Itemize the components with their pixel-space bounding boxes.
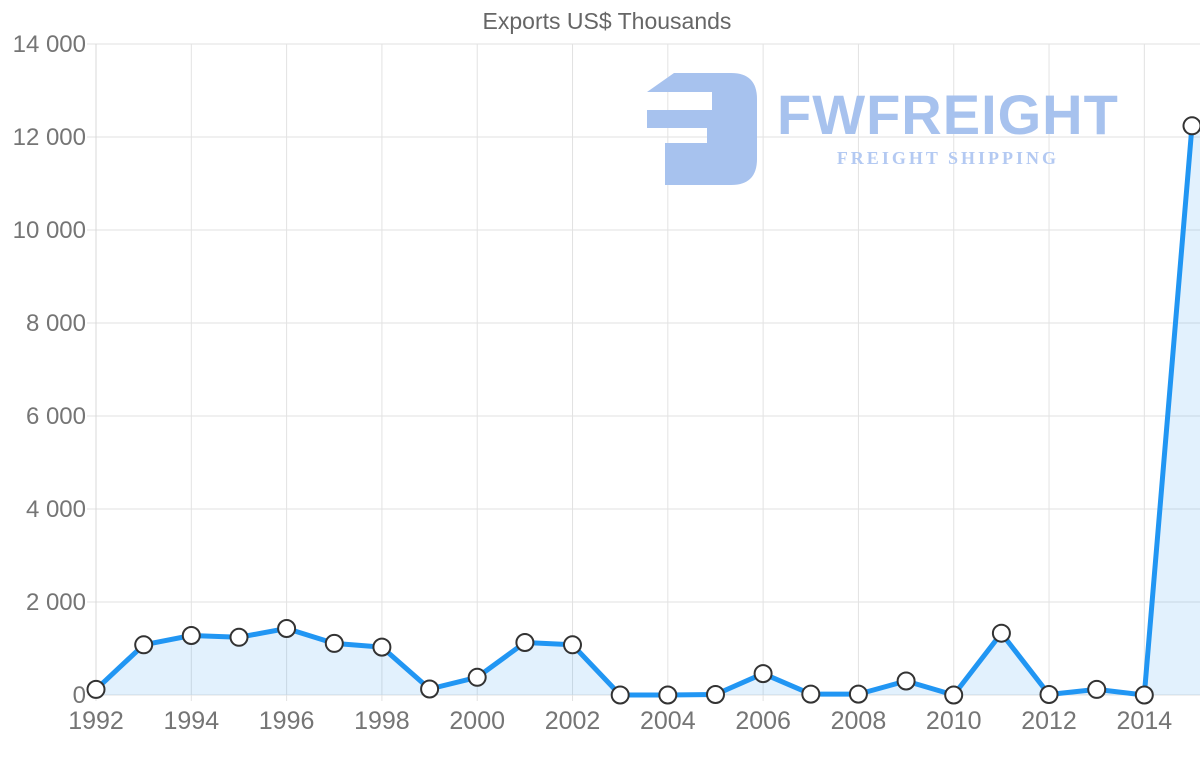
data-point-marker[interactable] [420,679,440,699]
data-point-marker[interactable] [658,685,678,705]
x-tick-label: 2000 [449,707,505,735]
data-point-marker[interactable] [229,627,249,647]
data-point-marker[interactable] [896,671,916,691]
x-tick-label: 2004 [640,707,696,735]
data-point-marker[interactable] [181,626,201,645]
data-point-marker[interactable] [467,667,487,687]
data-point-marker[interactable] [1182,116,1200,136]
data-point-marker[interactable] [706,685,725,704]
y-tick-label: 14 000 [13,31,86,58]
data-point-marker[interactable] [848,684,868,704]
data-point-marker[interactable] [1134,685,1154,705]
data-point-marker[interactable] [134,635,154,655]
x-tick-label: 1992 [68,707,124,735]
data-point-marker[interactable] [324,633,344,653]
y-tick-label: 4 000 [26,496,86,523]
x-tick-label: 2010 [926,707,982,735]
data-point-marker[interactable] [753,664,773,684]
x-tick-label: 1998 [354,707,410,735]
series-area-fill [96,125,1200,696]
data-point-marker[interactable] [372,637,392,657]
x-tick-label: 2012 [1021,707,1077,735]
x-tick-label: 1996 [259,707,315,735]
x-tick-label: 2014 [1117,707,1173,735]
y-tick-label: 2 000 [26,589,86,616]
data-point-marker[interactable] [991,623,1011,643]
data-point-marker[interactable] [944,685,964,705]
series-line [93,123,1200,698]
chart-title: Exports US$ Thousands [482,8,732,34]
data-point-marker[interactable] [563,635,582,655]
x-tick-label: 2002 [545,707,601,735]
y-tick-label: 8 000 [26,310,86,337]
y-tick-label: 0 [73,682,86,709]
y-tick-label: 10 000 [13,217,86,244]
x-tick-label: 2006 [735,707,791,735]
data-point-marker[interactable] [515,633,535,652]
data-point-marker[interactable] [1087,679,1107,699]
x-tick-label: 2008 [831,707,887,735]
y-tick-label: 6 000 [26,403,86,430]
y-tick-label: 12 000 [13,124,86,151]
data-point-marker[interactable] [610,685,630,705]
data-point-marker[interactable] [801,684,821,704]
x-tick-label: 1994 [163,707,219,735]
data-point-marker[interactable] [86,679,106,699]
data-point-marker[interactable] [277,619,297,638]
data-point-marker[interactable] [1039,685,1059,704]
